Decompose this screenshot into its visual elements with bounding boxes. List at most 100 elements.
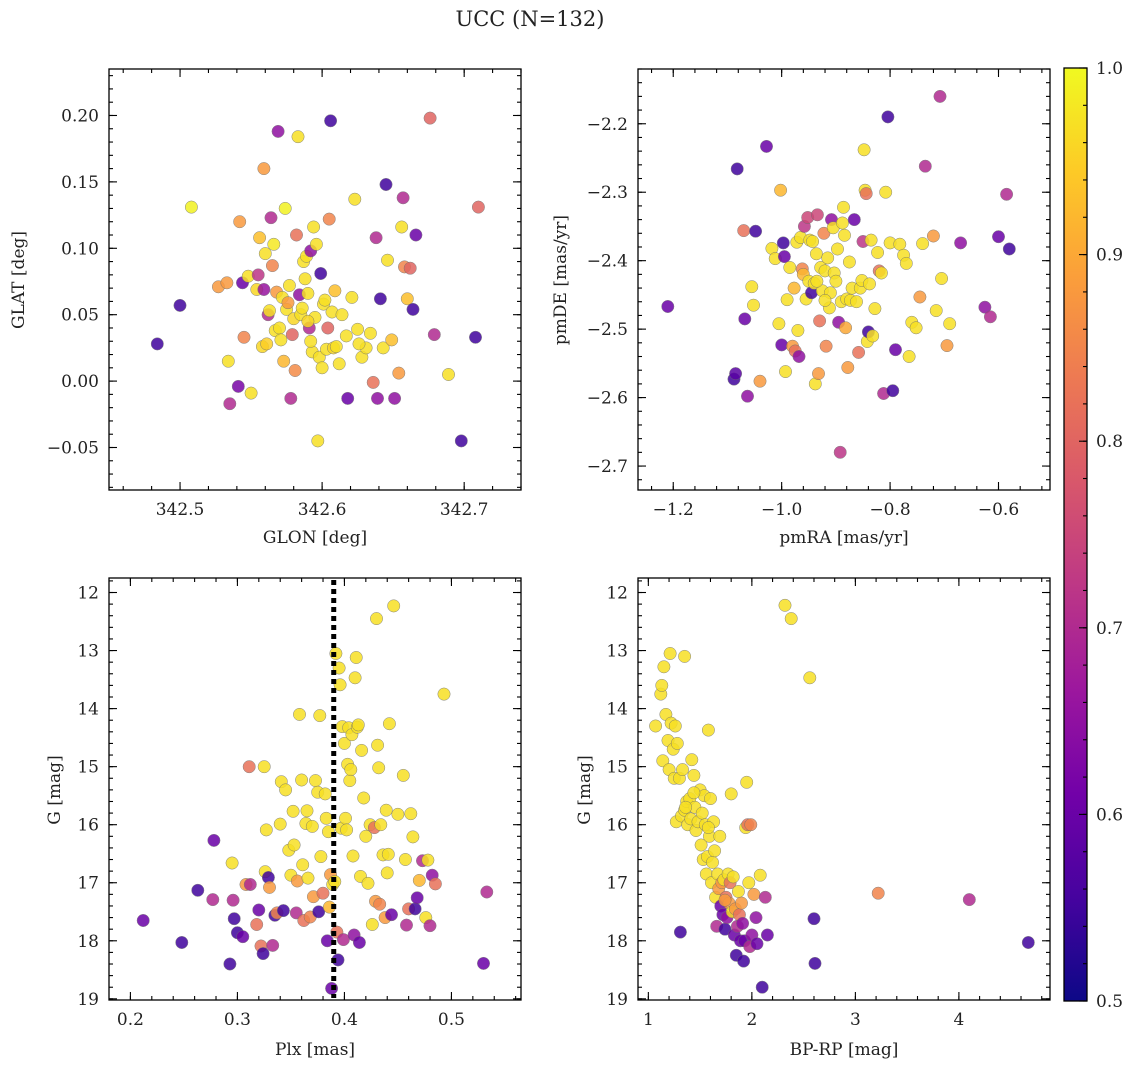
y-tick-label: 16	[77, 816, 99, 836]
data-point	[253, 231, 267, 245]
data-point	[301, 871, 315, 885]
panel-bprp-g: BP-RP [mag] G [mag]	[575, 755, 898, 1060]
data-point	[349, 651, 363, 664]
data-point	[708, 844, 722, 858]
data-point	[668, 719, 682, 733]
data-point	[207, 833, 221, 847]
data-point	[223, 397, 237, 411]
data-point	[273, 321, 286, 335]
data-point	[379, 178, 393, 191]
data-point	[831, 242, 844, 256]
data-point	[263, 880, 276, 894]
data-point	[983, 310, 997, 324]
data-point	[343, 774, 357, 788]
data-point	[396, 191, 410, 205]
data-point	[742, 876, 756, 890]
data-point	[264, 211, 278, 225]
data-point	[962, 893, 976, 907]
data-point	[404, 807, 418, 821]
data-point	[842, 255, 856, 269]
data-point	[850, 295, 863, 309]
x-tick-label: −0.8	[869, 500, 910, 520]
data-point	[220, 276, 234, 290]
data-point	[276, 904, 290, 918]
colorbar: 0.5 0.6 0.7 0.8 0.9 1.0	[1063, 59, 1123, 1012]
data-point	[749, 911, 763, 925]
data-point	[339, 329, 353, 343]
data-point	[737, 224, 751, 238]
data-point	[363, 326, 377, 340]
data-point	[382, 717, 396, 731]
data-point	[866, 329, 880, 343]
data-point	[741, 389, 754, 403]
data-point	[480, 885, 494, 899]
y-tick-label: 17	[606, 874, 628, 894]
data-point	[685, 753, 699, 767]
data-point	[745, 280, 759, 294]
data-point	[706, 855, 719, 869]
data-point	[318, 787, 332, 801]
data-point	[236, 930, 250, 944]
data-point	[341, 391, 355, 405]
x-axis-label: BP-RP [mag]	[790, 1040, 899, 1060]
data-point	[753, 374, 767, 388]
x-tick-label: 0.3	[224, 1010, 251, 1030]
data-point	[694, 838, 708, 852]
x-tick-label: 3	[850, 1010, 861, 1030]
y-tick-label: 12	[606, 584, 628, 604]
data-point	[421, 853, 435, 867]
x-tick-label: 0.5	[438, 1010, 465, 1030]
data-point	[251, 268, 265, 282]
y-tick-label: −2.2	[587, 115, 628, 135]
data-point	[340, 823, 354, 837]
data-point	[893, 237, 907, 251]
data-point	[807, 912, 821, 926]
data-point	[398, 853, 412, 866]
colorbar-tick-label: 0.7	[1096, 619, 1123, 639]
data-point	[223, 957, 237, 971]
data-point	[454, 434, 468, 448]
data-point	[256, 947, 270, 961]
x-axis-label: Plx [mas]	[275, 1040, 355, 1060]
data-point	[288, 364, 302, 377]
data-point	[787, 281, 801, 295]
data-point	[293, 707, 306, 721]
data-point	[736, 916, 750, 930]
data-point	[290, 228, 303, 242]
plot-frame	[108, 577, 522, 1001]
y-tick-label: −0.05	[47, 439, 99, 459]
data-point	[428, 877, 442, 891]
data-point	[839, 321, 853, 335]
data-point	[339, 811, 352, 825]
data-point	[291, 130, 305, 144]
data-point	[381, 253, 394, 267]
data-point	[673, 925, 687, 939]
data-point	[295, 773, 309, 787]
data-point	[726, 870, 740, 884]
data-point	[225, 856, 239, 870]
data-point	[266, 938, 280, 952]
data-point	[257, 283, 271, 296]
data-point	[1021, 936, 1035, 949]
data-point	[395, 220, 409, 234]
data-point	[274, 333, 288, 347]
data-point	[410, 891, 424, 905]
data-point	[731, 885, 745, 898]
y-tick-label: 12	[77, 584, 99, 604]
data-point	[175, 936, 189, 949]
data-point	[355, 743, 369, 757]
data-point	[943, 317, 957, 331]
data-point	[403, 261, 417, 275]
data-point	[821, 251, 835, 265]
data-point	[321, 321, 335, 335]
y-tick-label: 18	[606, 932, 628, 952]
data-point	[427, 328, 441, 342]
data-point	[899, 256, 913, 270]
data-point	[271, 124, 285, 138]
data-point	[304, 334, 318, 348]
data-point	[803, 671, 817, 685]
data-point	[206, 893, 220, 907]
data-point	[385, 908, 398, 922]
y-tick-label: 13	[606, 642, 628, 662]
data-point	[760, 928, 774, 942]
